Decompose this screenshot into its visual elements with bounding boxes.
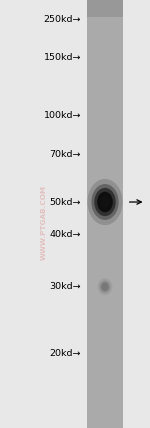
Ellipse shape [101,282,109,291]
Text: 70kd→: 70kd→ [50,150,81,160]
Ellipse shape [87,179,123,225]
Text: 20kd→: 20kd→ [50,348,81,358]
Ellipse shape [91,184,119,220]
Ellipse shape [98,278,112,295]
Text: 100kd→: 100kd→ [44,111,81,120]
Text: 150kd→: 150kd→ [44,53,81,62]
Ellipse shape [100,281,110,293]
Bar [87,0,123,428]
Text: 250kd→: 250kd→ [44,15,81,24]
Text: WWW.PTGAB.COM: WWW.PTGAB.COM [41,185,47,260]
Ellipse shape [97,192,113,212]
Text: 30kd→: 30kd→ [49,282,81,291]
Text: 40kd→: 40kd→ [50,230,81,239]
Ellipse shape [100,196,110,208]
Bar [87,0,123,17]
Ellipse shape [94,188,116,216]
Text: 50kd→: 50kd→ [50,197,81,207]
